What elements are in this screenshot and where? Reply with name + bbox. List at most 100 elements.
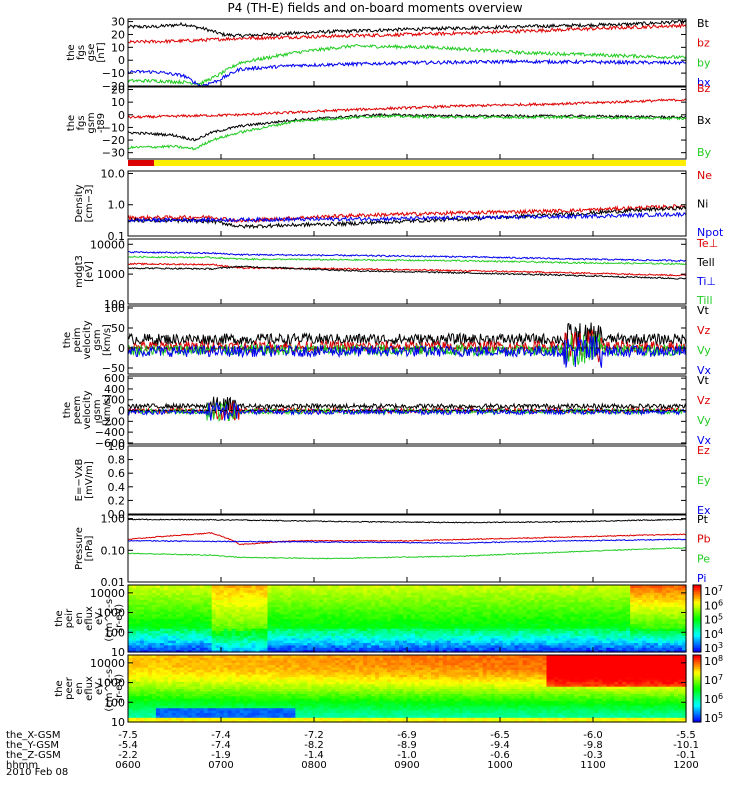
y-tick-label: 0 — [118, 54, 125, 67]
colorbar-tick-label: 103 — [704, 641, 723, 655]
y-axis-label-line: eflux — [84, 676, 95, 701]
y-axis-label-line: Density — [74, 184, 85, 222]
y-axis-label-line: gsm — [86, 112, 97, 133]
legend-entry: Vt — [697, 304, 710, 317]
y-tick-label: 1.0 — [108, 440, 126, 453]
panel-frame — [127, 238, 687, 305]
y-axis-label-line: velocity — [82, 320, 93, 359]
y-axis-label-line: the — [62, 332, 73, 348]
legend-entry: Vx — [697, 434, 712, 447]
y-axis-label-line: peir — [64, 608, 75, 628]
series-line-8-1 — [127, 518, 687, 524]
legend-entry: By — [697, 146, 712, 159]
y-tick-label: 100 — [104, 302, 125, 315]
quality-bar — [128, 160, 686, 166]
series-line-4-1 — [127, 262, 687, 277]
series-line-2-1 — [127, 98, 687, 120]
panel-frame — [127, 170, 687, 237]
y-tick-label: 10 — [111, 646, 125, 659]
y-tick-label: 1000 — [97, 268, 125, 281]
y-tick-label: 10000 — [90, 657, 125, 670]
y-tick-label: 1000 — [97, 677, 125, 690]
legend-entry: Vy — [697, 344, 711, 357]
ephemeris-row-label: hhmm — [6, 760, 38, 771]
y-axis-label: Pressure [nPa] — [74, 527, 95, 570]
y-axis-label-line: mdgt3 — [74, 255, 85, 288]
legend-entry: Vx — [697, 364, 712, 377]
ephemeris-value: -6.5 — [490, 730, 510, 741]
panel-frame — [127, 514, 687, 583]
y-tick-label: 0.4 — [108, 481, 126, 494]
y-axis-label-line: peim — [72, 327, 83, 352]
y-tick-label: 10000 — [90, 238, 125, 251]
ephemeris-value: 1200 — [673, 760, 698, 771]
y-axis-label-line: eV — [94, 612, 105, 625]
ephemeris-value: -5.5 — [676, 730, 696, 741]
y-tick-label: 50 — [111, 322, 125, 335]
legend-entry: Ex — [697, 504, 711, 517]
legend-entry: Pe — [697, 552, 710, 565]
y-tick-label: 30 — [111, 16, 125, 29]
colorbar-tick-label: 107 — [704, 584, 723, 598]
y-axis-label-line: [eV] — [84, 261, 95, 282]
ephemeris-value: -1.0 — [397, 750, 417, 761]
y-axis-label-line: [km/s] — [102, 324, 113, 356]
panel-frame — [127, 86, 687, 160]
y-tick-label: 100 — [104, 696, 125, 709]
legend-entry: Ni — [697, 198, 708, 211]
y-axis-label-line: fgs — [76, 45, 87, 60]
ephemeris-value: -7.4 — [211, 740, 231, 751]
y-axis-label-line: gsm — [92, 329, 103, 350]
y-tick-label: 0.01 — [101, 576, 126, 589]
series-line-1-4 — [127, 58, 687, 87]
y-tick-label: 10 — [111, 716, 125, 729]
series-line-8-3 — [127, 546, 687, 560]
series-line-1-2 — [127, 22, 687, 45]
y-tick-label: 10 — [111, 96, 125, 109]
y-axis-label: the peem velocity gsm [km/s] — [62, 390, 113, 429]
y-axis-label: E=−VxB [mV/m] — [74, 459, 95, 502]
y-axis-label-line: the — [62, 402, 73, 418]
y-tick-label: 0.2 — [108, 494, 126, 507]
y-tick-label: 0 — [118, 405, 125, 418]
y-axis-label-line: gsm — [92, 399, 103, 420]
colorbar-tick-label: 107 — [704, 673, 723, 687]
series-line-8-4 — [127, 538, 687, 544]
ephemeris-value: -2.2 — [118, 750, 138, 761]
legend-entry: Bz — [697, 82, 711, 95]
y-axis-label: mdgt3 [eV] — [74, 255, 95, 288]
y-axis-label-line: eflux — [84, 606, 95, 631]
y-axis-label: the peim velocity gsm [km/s] — [62, 320, 113, 359]
series-line-5-4 — [127, 336, 687, 368]
ephemeris-value: -10.1 — [673, 740, 699, 751]
chart-title: P4 (TH-E) fields and on-board moments ov… — [227, 1, 523, 15]
legend-entry: Ey — [697, 474, 711, 487]
y-tick-label: 20 — [111, 29, 125, 42]
y-tick-label: 1.00 — [101, 513, 126, 526]
legend-entry: bz — [697, 37, 710, 50]
ephemeris-value: 1100 — [580, 760, 605, 771]
y-axis-label-line: the — [54, 680, 65, 696]
y-tick-label: −10 — [102, 121, 125, 134]
y-axis-label-line: eV — [94, 682, 105, 695]
legend-entry: Bt — [697, 17, 710, 30]
y-tick-label: 0.8 — [108, 454, 126, 467]
panel-4: 10000 1000 100 mdgt3 [eV] Te⊥ Tell Ti⊥ Till — [74, 237, 718, 311]
y-axis-label-line: the — [66, 44, 77, 60]
legend-entry: Pb — [697, 533, 711, 546]
legend-entry: Pt — [697, 513, 709, 526]
colorbar-tick-label: 105 — [704, 711, 723, 725]
y-axis-label-line: [mV/m] — [84, 461, 95, 499]
y-axis-label-line: [km/s] — [102, 394, 113, 426]
ephemeris-value: -6.9 — [397, 730, 417, 741]
ephemeris-value: -8.2 — [304, 740, 324, 751]
y-axis-label-line: gse — [86, 44, 97, 62]
ephemeris-value: -7.2 — [304, 730, 324, 741]
series-line-3-3 — [127, 211, 687, 224]
series-line-5-3 — [127, 334, 687, 366]
ephemeris-value: -7.5 — [118, 730, 138, 741]
series-line-6-4 — [127, 402, 687, 421]
